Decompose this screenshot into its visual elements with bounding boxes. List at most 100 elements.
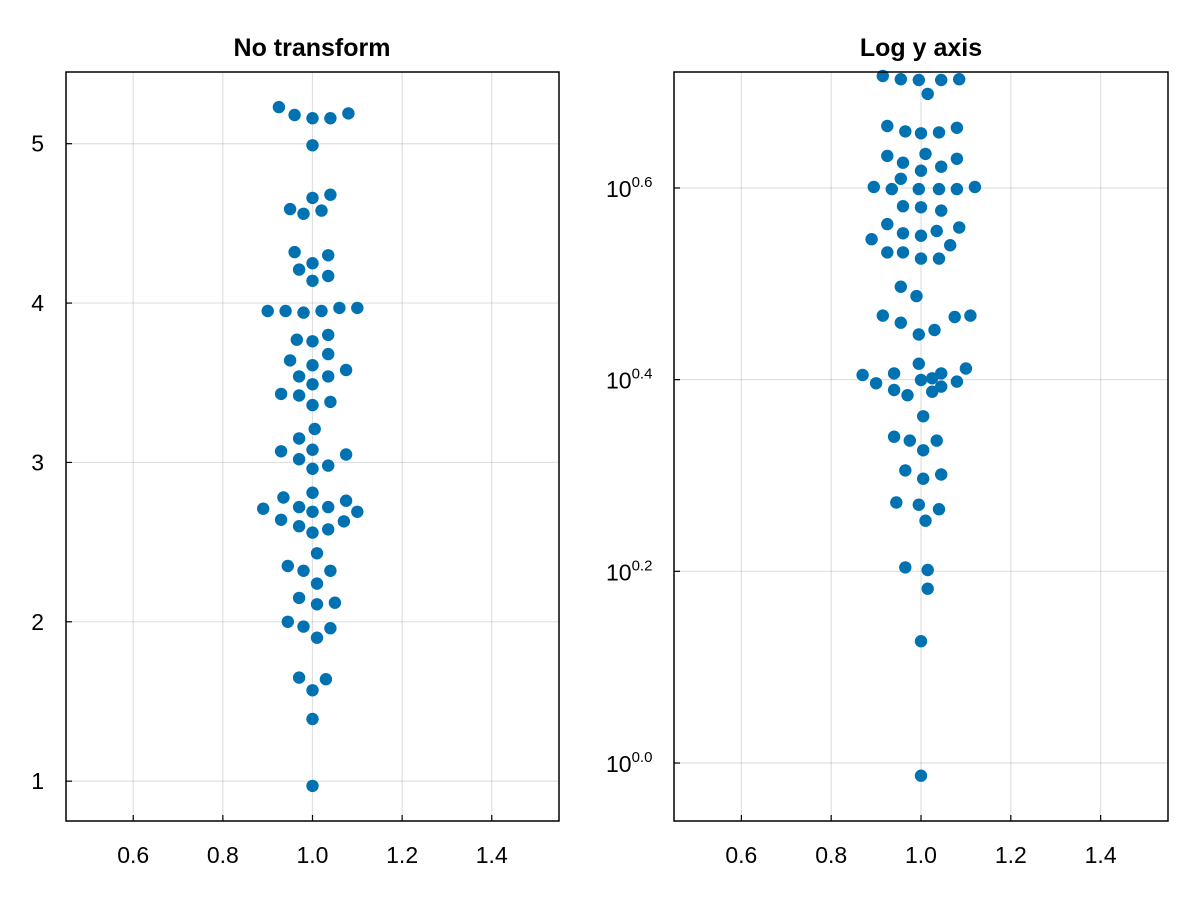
x-tick-label: 0.8	[207, 842, 239, 868]
data-point	[306, 191, 319, 205]
x-tick-label: 0.6	[117, 842, 149, 868]
data-point	[306, 378, 319, 391]
data-point	[283, 354, 297, 367]
data-point	[917, 472, 930, 485]
chart-title: No transform	[234, 34, 391, 62]
data-point	[324, 188, 337, 201]
data-point	[932, 126, 946, 139]
data-point	[914, 373, 928, 387]
data-point	[935, 160, 948, 173]
data-point	[310, 547, 324, 560]
data-point	[928, 323, 941, 337]
data-point	[342, 107, 355, 120]
data-point	[881, 217, 894, 231]
data-point	[890, 496, 903, 509]
data-point	[306, 335, 319, 348]
data-point	[351, 505, 364, 518]
data-point	[950, 152, 964, 165]
y-tick-label: 5	[31, 131, 44, 157]
data-point	[288, 245, 301, 259]
data-point	[953, 221, 966, 234]
data-point	[328, 596, 342, 609]
data-point	[935, 468, 948, 481]
data-point	[274, 445, 288, 458]
data-point	[914, 201, 928, 214]
data-point	[322, 347, 335, 361]
data-point	[912, 357, 925, 370]
data-point	[310, 598, 324, 611]
data-point	[333, 301, 346, 315]
data-point	[856, 368, 869, 382]
data-point	[277, 491, 290, 504]
y-tick-label: 100.0	[606, 749, 652, 777]
data-point	[919, 514, 932, 527]
data-point	[932, 503, 946, 516]
data-point	[926, 385, 939, 398]
data-point	[306, 505, 319, 518]
data-point	[290, 333, 303, 346]
data-point	[896, 156, 910, 169]
data-point	[306, 257, 319, 270]
data-point	[881, 246, 894, 259]
x-tick-label: 1.0	[297, 842, 329, 868]
data-point	[315, 304, 328, 318]
y-tick-label: 100.2	[606, 557, 652, 585]
data-point	[308, 422, 321, 436]
data-point	[339, 363, 353, 377]
data-point	[322, 269, 335, 283]
data-point	[279, 304, 292, 318]
y-axis: 100.0 100.2 100.4 100.6	[606, 174, 680, 777]
data-point	[932, 252, 946, 265]
data-point	[903, 434, 916, 447]
data-point	[261, 304, 274, 318]
data-point	[921, 87, 934, 101]
data-point	[324, 564, 337, 577]
data-point	[306, 443, 319, 456]
y-tick-label: 3	[31, 449, 44, 475]
data-point	[917, 444, 930, 457]
data-point	[324, 112, 337, 125]
data-point	[881, 149, 894, 163]
data-point	[351, 301, 364, 315]
data-point	[865, 233, 878, 246]
data-point	[894, 280, 907, 293]
data-point	[876, 309, 889, 322]
data-point	[339, 494, 353, 507]
data-point	[912, 73, 925, 87]
x-tick-label: 1.2	[386, 842, 418, 868]
data-point	[292, 432, 306, 445]
data-point	[896, 200, 910, 213]
data-point	[914, 769, 928, 782]
data-point	[306, 486, 319, 499]
data-point	[944, 239, 957, 252]
data-point	[899, 464, 912, 477]
data-point	[910, 289, 923, 303]
y-axis: 1 2 3 4 5	[31, 131, 72, 794]
data-point	[914, 252, 928, 265]
data-point	[887, 383, 901, 397]
data-point	[887, 430, 901, 443]
data-point	[930, 434, 943, 447]
panel-log-y-axis: Log y axis 0.6 0.8 1.0 1.2 1.4 100.0100.2100…	[606, 34, 1169, 868]
data-point	[932, 182, 946, 196]
data-point	[310, 577, 324, 590]
data-point	[337, 515, 351, 528]
x-tick-label: 1.4	[1085, 842, 1117, 868]
x-tick-label: 1.4	[476, 842, 508, 868]
data-point	[306, 712, 319, 726]
data-point	[274, 387, 288, 401]
data-point	[950, 121, 964, 134]
data-point	[283, 202, 297, 216]
data-point	[306, 779, 319, 793]
data-point	[322, 370, 335, 383]
data-point	[306, 112, 319, 125]
y-tick-label: 4	[31, 290, 44, 316]
data-point	[315, 204, 328, 217]
data-point	[292, 453, 306, 466]
chart-title: Log y axis	[860, 34, 982, 62]
data-point	[292, 263, 306, 276]
data-point	[930, 224, 943, 238]
data-point	[322, 249, 335, 262]
